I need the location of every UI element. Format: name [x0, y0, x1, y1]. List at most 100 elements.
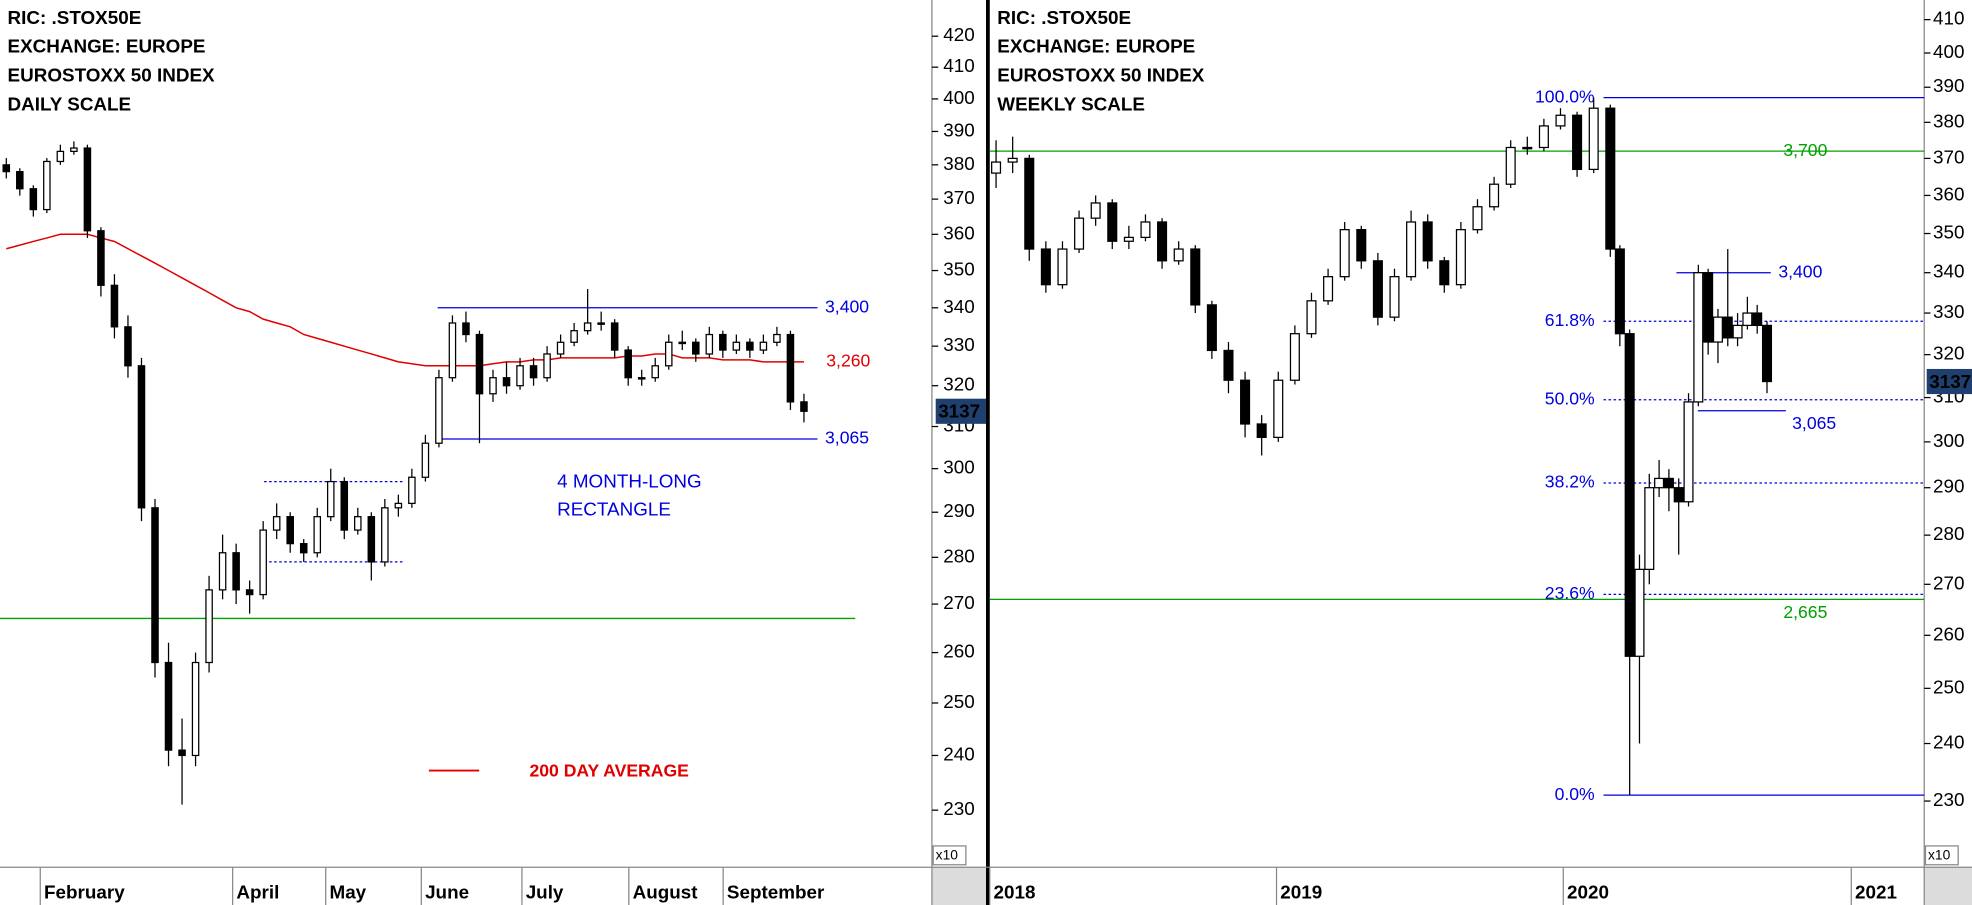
candle-body	[637, 377, 646, 380]
candle-body	[178, 749, 186, 757]
candle-body	[245, 589, 254, 596]
level-label: 3,065	[825, 428, 869, 448]
candle-body	[1090, 202, 1101, 219]
candle-body	[1472, 206, 1483, 231]
candle-body	[1273, 379, 1284, 439]
candle-body	[1683, 401, 1694, 503]
x-tick-label: July	[526, 882, 564, 903]
candle-body	[1356, 229, 1367, 262]
candle-body	[1439, 260, 1450, 286]
candle-body	[16, 170, 24, 190]
candle-body	[597, 322, 605, 325]
y-tick-label: 260	[1933, 623, 1964, 644]
y-tick-label: 250	[943, 691, 974, 712]
candle-body	[448, 322, 457, 379]
ma-label: 3,260	[826, 350, 870, 370]
candle-body	[1712, 316, 1723, 343]
candle-body	[1289, 333, 1300, 381]
legend-label: 200 DAY AVERAGE	[529, 760, 689, 780]
y-tick-label: 390	[1933, 75, 1964, 96]
annotation: 4 MONTH-LONG	[557, 471, 702, 492]
x-tick-label: May	[330, 882, 367, 903]
y-tick-label: 250	[1933, 676, 1964, 697]
y-tick-label: 410	[1933, 8, 1964, 29]
level-label: 61.8%	[1545, 310, 1595, 330]
candle-body	[1074, 217, 1085, 250]
candle-body	[1505, 146, 1516, 185]
candle-body	[719, 333, 727, 351]
candle-body	[259, 529, 267, 596]
scale-note-box	[932, 845, 967, 866]
candle-body	[1107, 202, 1118, 242]
x-tick-label: 2019	[1280, 882, 1322, 903]
y-tick-label: 240	[943, 743, 974, 764]
scale-note: x10	[1928, 847, 1951, 863]
chart-title: DAILY SCALE	[8, 94, 132, 115]
candle-body	[1654, 477, 1665, 489]
y-tick-label: 280	[1933, 523, 1964, 544]
price-tag-label: 3137	[938, 401, 980, 422]
y-tick-label: 410	[943, 55, 974, 76]
y-tick-label: 260	[943, 641, 974, 662]
y-tick-label: 400	[1933, 41, 1964, 62]
candle-body	[1693, 272, 1704, 403]
candle-body	[678, 341, 687, 345]
candle-body	[732, 341, 741, 351]
candle-body	[110, 284, 119, 328]
candle-body	[1123, 236, 1134, 242]
y-tick-label: 360	[943, 222, 974, 243]
candle-body	[435, 377, 443, 444]
candle-body	[1140, 221, 1151, 239]
candle-body	[29, 188, 38, 211]
candle-body	[1624, 333, 1635, 657]
level-label: 23.6%	[1545, 583, 1595, 603]
scale-note: x10	[936, 847, 959, 863]
y-tick-label: 230	[1933, 789, 1964, 810]
level-label: 3,065	[1792, 413, 1836, 433]
y-tick-label: 290	[943, 500, 974, 521]
candle-body	[1489, 183, 1500, 208]
candle-body	[1057, 248, 1068, 286]
x-tick-label: August	[633, 882, 699, 903]
level-label: 3,700	[1783, 140, 1827, 160]
candle-body	[2, 164, 11, 173]
y-tick-label: 300	[1933, 430, 1964, 451]
candle-body	[570, 330, 578, 343]
candle-body	[1223, 349, 1234, 381]
y-tick-label: 340	[1933, 261, 1964, 282]
candle-body	[1644, 487, 1655, 570]
candle-body	[354, 516, 362, 531]
candle-body	[556, 341, 565, 355]
candle-body	[1339, 229, 1350, 278]
candle-body	[1614, 248, 1625, 335]
candle-body	[367, 516, 376, 563]
candle-body	[1372, 260, 1383, 318]
candle-body	[1522, 146, 1533, 150]
candle-body	[1173, 248, 1184, 262]
candle-body	[272, 516, 281, 531]
scale-note-box	[1924, 845, 1959, 866]
candle-body	[991, 161, 1002, 174]
y-tick-label: 380	[1933, 110, 1964, 131]
level-label: 50.0%	[1545, 388, 1595, 408]
candle-body	[773, 333, 781, 343]
candle-body	[1256, 423, 1267, 439]
level-label: 0.0%	[1555, 784, 1595, 804]
y-tick-label: 300	[943, 457, 974, 478]
candle-body	[1190, 248, 1201, 306]
candle-body	[583, 322, 592, 332]
candle-body	[1306, 300, 1317, 335]
candle-body	[1588, 107, 1599, 171]
candle-body	[705, 333, 714, 355]
candle-body	[1240, 379, 1251, 425]
y-tick-label: 350	[943, 259, 974, 280]
candle-body	[43, 160, 51, 211]
axis-corner	[931, 867, 988, 905]
candle-body	[1024, 157, 1035, 250]
y-tick-label: 390	[943, 119, 974, 140]
candle-body	[394, 502, 403, 509]
candle-body	[164, 661, 173, 751]
x-tick-label: 2018	[994, 882, 1036, 903]
annotation: RECTANGLE	[557, 498, 671, 519]
y-tick-label: 330	[1933, 301, 1964, 322]
